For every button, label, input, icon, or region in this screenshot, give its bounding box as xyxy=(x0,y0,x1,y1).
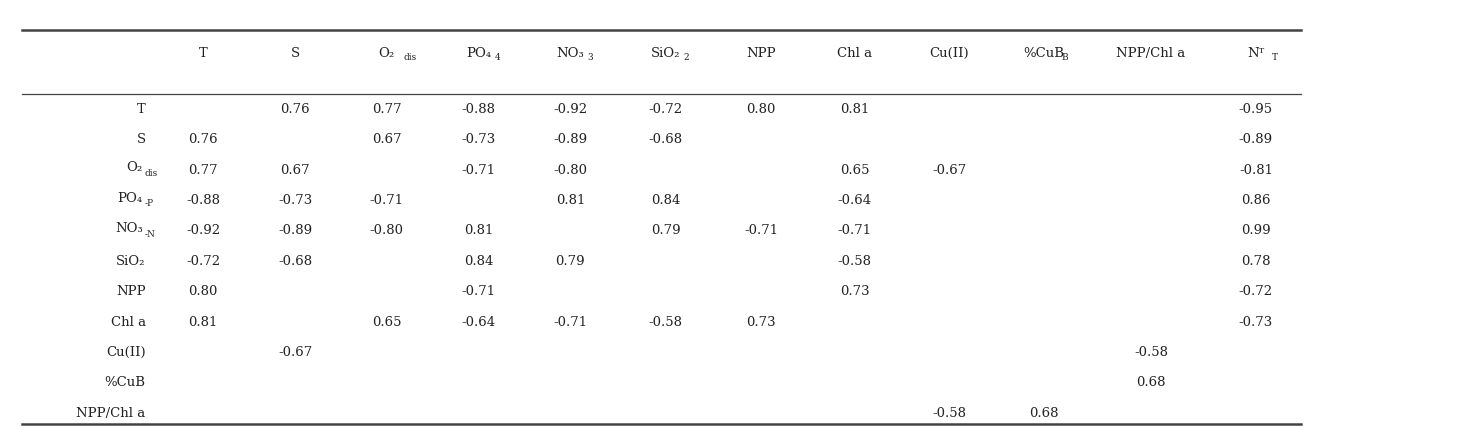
Text: 0.65: 0.65 xyxy=(839,163,870,177)
Text: -0.64: -0.64 xyxy=(838,194,871,207)
Text: T: T xyxy=(198,47,208,60)
Text: 0.76: 0.76 xyxy=(188,133,219,146)
Text: 0.77: 0.77 xyxy=(188,163,219,177)
Text: -0.73: -0.73 xyxy=(1238,315,1273,329)
Text: -0.58: -0.58 xyxy=(1134,346,1169,359)
Text: 0.76: 0.76 xyxy=(280,103,310,116)
Text: T: T xyxy=(1272,53,1278,62)
Text: -0.92: -0.92 xyxy=(186,224,220,238)
Text: 0.84: 0.84 xyxy=(651,194,680,207)
Text: -N: -N xyxy=(144,230,154,239)
Text: NPP: NPP xyxy=(117,285,146,298)
Text: NPP/Chl a: NPP/Chl a xyxy=(1116,47,1186,60)
Text: NPP/Chl a: NPP/Chl a xyxy=(76,407,146,420)
Text: 0.84: 0.84 xyxy=(463,255,494,268)
Text: -0.72: -0.72 xyxy=(186,255,220,268)
Text: 0.79: 0.79 xyxy=(651,224,680,238)
Text: 0.65: 0.65 xyxy=(372,315,402,329)
Text: SiO₂: SiO₂ xyxy=(651,47,680,60)
Text: 0.68: 0.68 xyxy=(1029,407,1059,420)
Text: 0.78: 0.78 xyxy=(1241,255,1271,268)
Text: 0.79: 0.79 xyxy=(555,255,586,268)
Text: -0.80: -0.80 xyxy=(370,224,404,238)
Text: S: S xyxy=(290,47,300,60)
Text: NO₃: NO₃ xyxy=(557,47,584,60)
Text: SiO₂: SiO₂ xyxy=(117,255,146,268)
Text: -0.72: -0.72 xyxy=(1238,285,1273,298)
Text: 0.81: 0.81 xyxy=(188,315,219,329)
Text: -0.58: -0.58 xyxy=(932,407,966,420)
Text: -0.64: -0.64 xyxy=(462,315,495,329)
Text: B: B xyxy=(1061,53,1068,62)
Text: 0.73: 0.73 xyxy=(746,315,777,329)
Text: 0.81: 0.81 xyxy=(463,224,494,238)
Text: -0.72: -0.72 xyxy=(648,103,683,116)
Text: %CuB: %CuB xyxy=(1023,47,1065,60)
Text: PO₄: PO₄ xyxy=(118,192,143,205)
Text: -0.73: -0.73 xyxy=(278,194,312,207)
Text: -0.71: -0.71 xyxy=(462,163,495,177)
Text: -0.71: -0.71 xyxy=(554,315,587,329)
Text: -0.71: -0.71 xyxy=(838,224,871,238)
Text: -0.68: -0.68 xyxy=(648,133,683,146)
Text: PO₄: PO₄ xyxy=(466,47,491,60)
Text: 0.80: 0.80 xyxy=(746,103,777,116)
Text: O₂: O₂ xyxy=(379,47,395,60)
Text: -0.89: -0.89 xyxy=(554,133,587,146)
Text: -P: -P xyxy=(144,199,153,208)
Text: -0.88: -0.88 xyxy=(462,103,495,116)
Text: 0.68: 0.68 xyxy=(1136,376,1166,389)
Text: 3: 3 xyxy=(587,53,593,62)
Text: 0.86: 0.86 xyxy=(1241,194,1271,207)
Text: -0.95: -0.95 xyxy=(1238,103,1273,116)
Text: -0.81: -0.81 xyxy=(1238,163,1273,177)
Text: NPP: NPP xyxy=(746,47,777,60)
Text: 2: 2 xyxy=(683,53,689,62)
Text: 4: 4 xyxy=(495,53,501,62)
Text: -0.88: -0.88 xyxy=(186,194,220,207)
Text: -0.58: -0.58 xyxy=(648,315,683,329)
Text: 0.81: 0.81 xyxy=(839,103,870,116)
Text: O₂: O₂ xyxy=(127,161,143,175)
Text: -0.58: -0.58 xyxy=(838,255,871,268)
Text: -0.80: -0.80 xyxy=(554,163,587,177)
Text: -0.92: -0.92 xyxy=(554,103,587,116)
Text: 0.80: 0.80 xyxy=(188,285,219,298)
Text: 0.67: 0.67 xyxy=(372,133,402,146)
Text: Chl a: Chl a xyxy=(111,315,146,329)
Text: -0.67: -0.67 xyxy=(932,163,966,177)
Text: -0.68: -0.68 xyxy=(278,255,312,268)
Text: 0.81: 0.81 xyxy=(555,194,586,207)
Text: -0.71: -0.71 xyxy=(745,224,778,238)
Text: -0.89: -0.89 xyxy=(1238,133,1273,146)
Text: 0.77: 0.77 xyxy=(372,103,402,116)
Text: Chl a: Chl a xyxy=(836,47,873,60)
Text: -0.67: -0.67 xyxy=(278,346,312,359)
Text: -0.71: -0.71 xyxy=(370,194,404,207)
Text: dis: dis xyxy=(404,53,417,62)
Text: S: S xyxy=(137,133,146,146)
Text: -0.89: -0.89 xyxy=(278,224,312,238)
Text: dis: dis xyxy=(144,169,157,178)
Text: -0.71: -0.71 xyxy=(462,285,495,298)
Text: 0.67: 0.67 xyxy=(280,163,310,177)
Text: 0.73: 0.73 xyxy=(839,285,870,298)
Text: Nᵀ: Nᵀ xyxy=(1247,47,1265,60)
Text: 0.99: 0.99 xyxy=(1241,224,1271,238)
Text: %CuB: %CuB xyxy=(105,376,146,389)
Text: -0.73: -0.73 xyxy=(462,133,495,146)
Text: Cu(II): Cu(II) xyxy=(106,346,146,359)
Text: T: T xyxy=(137,103,146,116)
Text: NO₃: NO₃ xyxy=(115,222,143,235)
Text: Cu(II): Cu(II) xyxy=(930,47,969,60)
